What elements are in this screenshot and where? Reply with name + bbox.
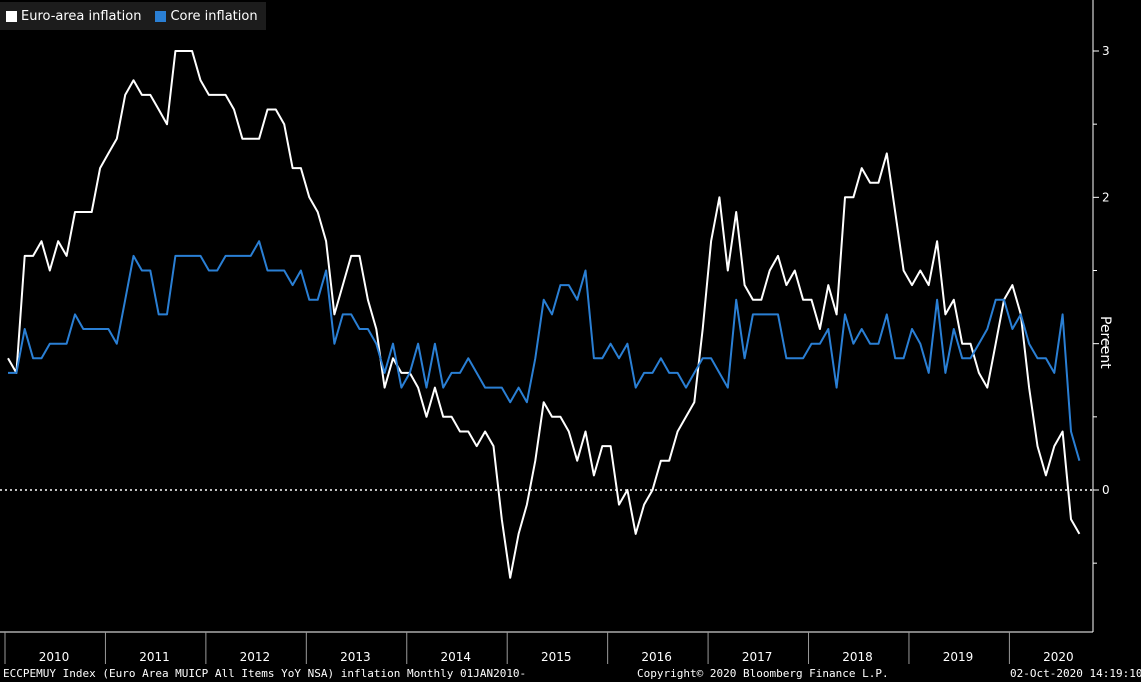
x-tick-label: 2016 <box>641 650 672 664</box>
y-axis-title: Percent <box>1097 316 1113 369</box>
legend-item-core[interactable]: Core inflation <box>155 8 258 24</box>
legend-swatch-euro-area <box>6 10 17 22</box>
x-tick-label: 2011 <box>139 650 170 664</box>
chart-legend: Euro-area inflation Core inflation <box>0 2 266 30</box>
x-tick-label: 2012 <box>240 650 271 664</box>
y-tick-label: 1 <box>1102 337 1110 351</box>
chart-canvas: 3 2 1 0 2010 2011 2012 2013 2014 2015 2016 2017 2018… <box>0 0 1110 664</box>
x-tick-label: 2017 <box>742 650 773 664</box>
x-tick-label: 2019 <box>943 650 974 664</box>
legend-item-euro-area[interactable]: Euro-area inflation <box>6 9 141 24</box>
x-tick-label: 2015 <box>541 650 572 664</box>
footer-copyright: Copyright© 2020 Bloomberg Finance L.P. <box>637 667 889 680</box>
footer-timestamp: 02-Oct-2020 14:19:10 <box>1010 667 1141 680</box>
x-tick-label: 2014 <box>441 650 472 664</box>
x-tick-label: 2010 <box>39 650 70 664</box>
legend-label-core: Core inflation <box>170 8 258 24</box>
x-tick-label: 2020 <box>1043 650 1074 664</box>
series-line-euro-area <box>7 50 1081 579</box>
y-tick-label: 3 <box>1102 44 1110 58</box>
series-line-core <box>8 240 1081 461</box>
footer-ticker-info: ECCPEMUY Index (Euro Area MUICP All Item… <box>3 667 527 680</box>
x-tick-label: 2018 <box>842 650 873 664</box>
x-tick-label: 2013 <box>340 650 371 664</box>
footer-bar: ECCPEMUY Index (Euro Area MUICP All Item… <box>0 664 1141 682</box>
legend-swatch-core <box>155 10 167 22</box>
legend-label-euro-area: Euro-area inflation <box>21 8 142 24</box>
y-tick-label: 0 <box>1102 483 1110 497</box>
y-tick-label: 2 <box>1102 190 1110 204</box>
